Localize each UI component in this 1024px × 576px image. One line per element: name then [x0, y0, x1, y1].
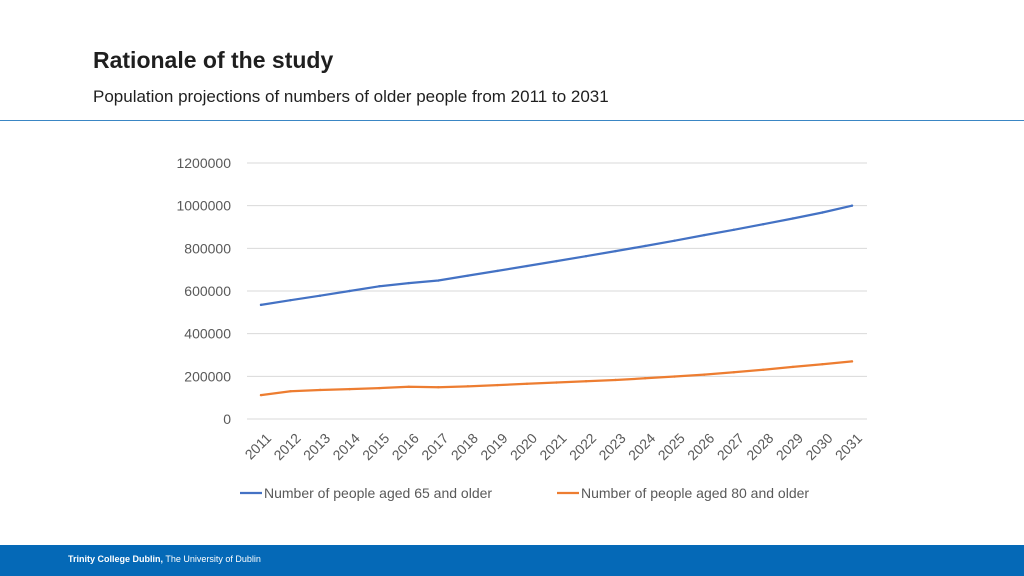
data-point [348, 289, 351, 293]
slide-title: Rationale of the study [93, 47, 334, 73]
data-point [318, 294, 322, 297]
x-tick-label: 2016 [389, 430, 422, 463]
x-tick-label: 2013 [300, 430, 333, 463]
data-point [584, 380, 588, 383]
data-point [525, 264, 529, 268]
data-point [762, 368, 765, 371]
x-tick-label: 2023 [595, 430, 628, 463]
x-tick-label: 2026 [684, 430, 717, 463]
data-point [437, 279, 440, 282]
slide-subtitle: Population projections of numbers of old… [93, 87, 609, 106]
data-point [732, 228, 735, 231]
data-point [407, 385, 410, 388]
x-tick-label: 2029 [773, 430, 806, 463]
data-point [289, 298, 292, 302]
footer-institution: Trinity College Dublin, [68, 554, 164, 564]
x-tick-label: 2020 [507, 430, 540, 463]
x-tick-label: 2030 [802, 430, 835, 463]
data-point [732, 371, 735, 374]
x-tick-label: 2017 [418, 430, 451, 463]
x-tick-label: 2012 [270, 430, 303, 463]
y-tick-label: 0 [223, 411, 231, 427]
x-tick-label: 2015 [359, 430, 392, 463]
x-tick-label: 2022 [566, 430, 599, 463]
x-tick-label: 2027 [714, 430, 747, 463]
footer-bar: Trinity College Dublin, The University o… [0, 545, 1024, 576]
data-point [466, 385, 470, 388]
y-tick-label: 400000 [184, 326, 231, 342]
footer-text: Trinity College Dublin, The University o… [68, 554, 261, 564]
y-tick-label: 800000 [184, 240, 231, 256]
x-tick-label: 2019 [477, 430, 510, 463]
data-point [821, 211, 824, 214]
data-point [703, 233, 706, 237]
data-point [643, 244, 647, 248]
data-point [378, 386, 381, 390]
data-point [584, 255, 588, 258]
x-tick-label: 2024 [625, 430, 658, 463]
data-point [614, 249, 617, 253]
data-point [259, 393, 263, 397]
data-point [348, 387, 351, 391]
y-tick-label: 1200000 [176, 155, 231, 171]
legend-label: Number of people aged 80 and older [581, 485, 809, 501]
data-point [496, 269, 499, 273]
data-point [791, 365, 795, 369]
data-point [791, 217, 795, 220]
x-tick-label: 2014 [329, 430, 362, 463]
data-point [673, 239, 676, 242]
data-point [614, 378, 617, 382]
data-point [466, 274, 470, 277]
data-point [673, 375, 676, 378]
legend-label: Number of people aged 65 and older [264, 485, 492, 501]
footer-university: The University of Dublin [165, 554, 261, 564]
data-point [437, 386, 440, 389]
data-point [525, 382, 529, 385]
data-point [555, 259, 558, 263]
x-tick-label: 2011 [242, 430, 275, 463]
data-point [821, 362, 824, 366]
x-tick-label: 2025 [655, 430, 688, 463]
x-tick-label: 2018 [448, 430, 481, 463]
y-tick-label: 1000000 [176, 198, 231, 214]
header-divider [0, 120, 1024, 121]
data-point [378, 285, 381, 288]
x-tick-label: 2021 [536, 430, 569, 463]
data-point [850, 360, 854, 363]
y-tick-label: 600000 [184, 283, 231, 299]
data-point [407, 281, 410, 285]
y-tick-label: 200000 [184, 368, 231, 384]
data-point [496, 383, 499, 387]
x-tick-label: 2028 [743, 430, 776, 463]
data-point [318, 388, 322, 392]
data-point [289, 390, 292, 393]
data-point [259, 303, 263, 307]
data-point [703, 373, 706, 376]
data-point [762, 223, 765, 226]
x-tick-label: 2031 [832, 430, 865, 463]
data-point [643, 377, 647, 380]
data-point [555, 381, 558, 384]
data-point [850, 204, 854, 207]
